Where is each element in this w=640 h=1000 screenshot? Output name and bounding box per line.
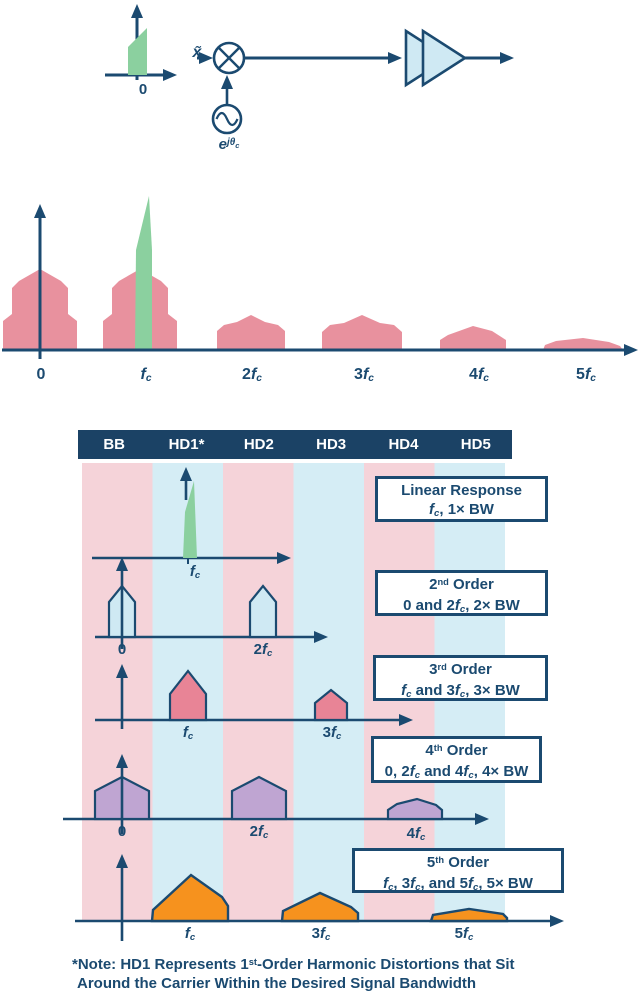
hd3-hump-fc: [168, 669, 208, 722]
callout-order4: 4th Order 0, 2fc and 4fc, 4× BW: [371, 736, 542, 783]
callout-order5-line1: 5th Order: [426, 854, 490, 871]
spectrum-label-3fc: 3fc: [354, 366, 374, 385]
hd3-hump-3fc: [313, 688, 349, 722]
spectrum-label-0: 0: [36, 366, 46, 383]
spectrum-hump-4fc: [440, 326, 506, 350]
oscillator-icon: [211, 103, 243, 135]
input-signal-label: x̃: [192, 44, 202, 61]
row4-label-0: 0: [117, 823, 127, 840]
hd5-hump-fc: [150, 873, 230, 923]
row5-label-fc: fc: [184, 925, 196, 944]
row2-label-2fc: 2fc: [253, 641, 273, 660]
spectrum-label-fc: fc: [140, 366, 152, 385]
block-diagram: [105, 4, 514, 135]
header-hd2: HD2: [243, 436, 274, 453]
row5-label-3fc: 3fc: [311, 925, 331, 944]
callout-order2-line1: 2nd Order: [429, 576, 494, 593]
callout-order4-line2: 0, 2fc and 4fc, 4× BW: [384, 763, 529, 782]
hd4-hump-4fc: [386, 797, 444, 821]
column-stripe-bb: [82, 463, 153, 921]
spectrum-hump-2fc: [217, 315, 285, 350]
hd5-hump-5fc: [429, 907, 509, 923]
callout-order4-line1: 4th Order: [425, 742, 488, 759]
row-order5: [75, 854, 564, 941]
header-hd3: HD3: [316, 436, 347, 453]
row4-label-2fc: 2fc: [249, 823, 269, 842]
hd5-hump-3fc: [280, 891, 360, 923]
row-order4: [63, 754, 489, 834]
callout-linear-line1: Linear Response: [401, 482, 522, 499]
oscillator-label: ejθc: [218, 136, 240, 153]
mixer-icon: [212, 41, 246, 75]
spectrum-hump-3fc: [322, 315, 402, 350]
callout-order2-line2: 0 and 2fc, 2× BW: [403, 597, 520, 616]
row5-label-5fc: 5fc: [454, 925, 474, 944]
amplifier-icon: [404, 28, 468, 88]
callout-linear: Linear Response fc, 1× BW: [375, 476, 548, 522]
header-hd5: HD5: [460, 436, 491, 453]
spectrum-label-4fc: 4fc: [469, 366, 489, 385]
column-stripe-hd2: [223, 463, 294, 921]
hd4-hump-2fc: [230, 775, 288, 821]
baseband-signal-shape: [128, 28, 147, 75]
row2-label-0: 0: [117, 641, 127, 658]
green-carrier-spike: [183, 481, 197, 558]
row1-label-fc: fc: [189, 563, 201, 582]
callout-order5: 5th Order fc, 3fc, and 5fc, 5× BW: [352, 848, 564, 893]
composite-spectrum: [2, 196, 638, 359]
footnote-line2: Around the Carrier Within the Desired Si…: [77, 975, 477, 992]
header-bb: BB: [103, 436, 125, 453]
footnote-line1: *Note: HD1 Represents 1st-Order Harmonic…: [72, 956, 515, 973]
callout-order3-line2: fc and 3fc, 3× BW: [401, 682, 520, 701]
spectrum-label-2fc: 2fc: [242, 366, 262, 385]
bb-zero-label: 0: [138, 81, 148, 98]
row-order3: [95, 664, 413, 729]
spectrum-label-5fc: 5fc: [576, 366, 596, 385]
hd2-hump-2fc: [248, 584, 278, 639]
row3-label-fc: fc: [182, 724, 194, 743]
row3-label-3fc: 3fc: [322, 724, 342, 743]
callout-order3: 3rd Order fc and 3fc, 3× BW: [373, 655, 548, 701]
callout-order2: 2nd Order 0 and 2fc, 2× BW: [375, 570, 548, 616]
spectrum-hump-5fc: [543, 338, 623, 350]
header-hd4: HD4: [388, 436, 419, 453]
row-order2: [95, 557, 328, 649]
table-header: BB HD1* HD2 HD3 HD4 HD5: [78, 430, 512, 459]
green-signal-spike: [135, 196, 152, 350]
header-hd1: HD1*: [168, 436, 205, 453]
callout-order3-line1: 3rd Order: [429, 661, 492, 678]
callout-order5-line2: fc, 3fc, and 5fc, 5× BW: [383, 875, 533, 894]
footnote: *Note: HD1 Represents 1st-Order Harmonic…: [72, 956, 582, 993]
callout-linear-line2: fc, 1× BW: [429, 501, 494, 520]
row4-label-4fc: 4fc: [406, 825, 426, 844]
